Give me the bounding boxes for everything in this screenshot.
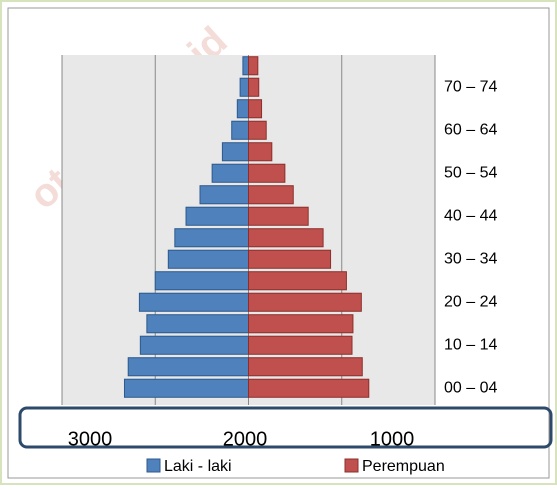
bar (248, 357, 363, 377)
bar (248, 185, 294, 205)
axis-label: 1000 (370, 428, 415, 450)
y-category-label: 40 – 44 (444, 207, 497, 224)
bar (174, 228, 250, 248)
bar (248, 292, 362, 312)
y-category-label: 10 – 14 (444, 336, 497, 353)
bar (248, 335, 353, 355)
legend-label: Laki - laki (164, 458, 232, 475)
bar (248, 314, 354, 334)
bar (154, 271, 249, 291)
bar (248, 163, 286, 183)
bar (221, 142, 249, 162)
bar (248, 249, 332, 269)
axis-label: 3000 (68, 428, 113, 450)
bar (248, 120, 267, 140)
bar (139, 335, 249, 355)
y-category-label: 20 – 24 (444, 293, 497, 310)
bar (185, 206, 250, 226)
y-category-label: 30 – 34 (444, 250, 497, 267)
bar (239, 77, 249, 97)
bar (248, 142, 273, 162)
chart-border (7, 7, 550, 479)
y-category-label: 70 – 74 (444, 78, 497, 95)
bar (248, 378, 370, 398)
bar (236, 99, 249, 119)
legend-label: Perempuan (362, 458, 445, 475)
bar (211, 163, 250, 183)
bar (248, 99, 263, 119)
bar (138, 292, 250, 312)
bar (123, 378, 249, 398)
legend-swatch (146, 458, 161, 473)
y-category-label: 50 – 54 (444, 164, 497, 181)
bar (199, 185, 249, 205)
bar (231, 120, 249, 140)
y-category-label: 60 – 64 (444, 121, 497, 138)
highlight-box (18, 406, 553, 449)
bar (248, 206, 309, 226)
bar (248, 228, 324, 248)
bar (127, 357, 250, 377)
bar (167, 249, 249, 269)
bar (248, 271, 347, 291)
bar (146, 314, 249, 334)
bar (242, 56, 249, 76)
axis-label: 2000 (223, 428, 268, 450)
bar (248, 56, 259, 76)
y-category-label: 00 – 04 (444, 379, 497, 396)
bar (248, 77, 260, 97)
legend-swatch (344, 458, 359, 473)
